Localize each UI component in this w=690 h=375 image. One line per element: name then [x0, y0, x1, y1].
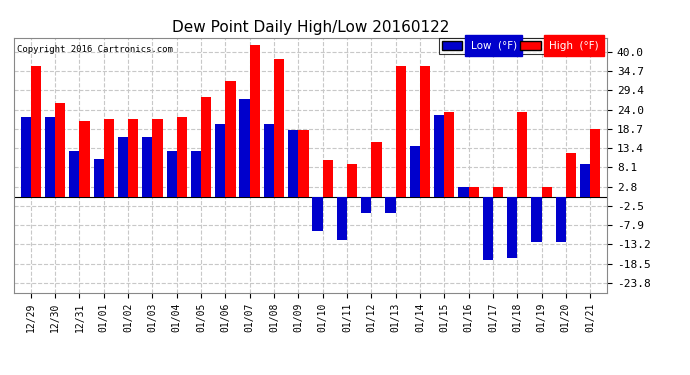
Bar	[250, 45, 260, 196]
Bar	[55, 103, 66, 196]
Bar	[152, 119, 163, 196]
Bar	[226, 81, 235, 196]
Bar	[313, 196, 323, 231]
Bar	[444, 112, 455, 196]
Bar	[274, 59, 284, 196]
Bar	[371, 142, 382, 196]
Text: Copyright 2016 Cartronics.com: Copyright 2016 Cartronics.com	[17, 45, 172, 54]
Bar	[420, 66, 430, 196]
Bar	[288, 130, 298, 196]
Bar	[177, 117, 187, 196]
Bar	[469, 186, 479, 196]
Bar	[142, 137, 152, 196]
Bar	[104, 119, 114, 196]
Bar	[239, 99, 250, 196]
Bar	[79, 121, 90, 196]
Bar	[337, 196, 347, 240]
Bar	[361, 196, 371, 213]
Bar	[434, 115, 444, 196]
Bar	[69, 152, 79, 196]
Bar	[580, 164, 590, 196]
Title: Dew Point Daily High/Low 20160122: Dew Point Daily High/Low 20160122	[172, 20, 449, 35]
Bar	[94, 159, 104, 196]
Bar	[323, 160, 333, 196]
Bar	[264, 124, 274, 196]
Bar	[395, 66, 406, 196]
Bar	[118, 137, 128, 196]
Bar	[31, 66, 41, 196]
Bar	[566, 153, 576, 196]
Bar	[542, 186, 552, 196]
Bar	[410, 146, 420, 196]
Bar	[590, 129, 600, 196]
Bar	[166, 152, 177, 196]
Bar	[21, 117, 31, 196]
Bar	[201, 97, 211, 196]
Bar	[347, 164, 357, 196]
Bar	[386, 196, 395, 213]
Bar	[458, 186, 469, 196]
Legend: Low  (°F), High  (°F): Low (°F), High (°F)	[439, 38, 602, 54]
Bar	[128, 119, 138, 196]
Bar	[191, 152, 201, 196]
Bar	[298, 130, 308, 196]
Bar	[45, 117, 55, 196]
Bar	[555, 196, 566, 242]
Bar	[507, 196, 518, 258]
Bar	[531, 196, 542, 242]
Bar	[483, 196, 493, 260]
Bar	[493, 186, 503, 196]
Bar	[518, 112, 527, 196]
Bar	[215, 124, 226, 196]
